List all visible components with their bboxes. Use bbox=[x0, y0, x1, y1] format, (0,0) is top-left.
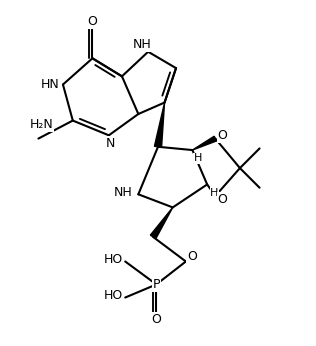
Text: NH: NH bbox=[114, 186, 133, 199]
Text: N: N bbox=[106, 137, 115, 150]
Text: O: O bbox=[218, 129, 228, 142]
Text: H: H bbox=[210, 188, 219, 198]
Text: HO: HO bbox=[104, 289, 123, 302]
Text: O: O bbox=[218, 193, 228, 206]
Text: H: H bbox=[194, 153, 203, 163]
Text: HN: HN bbox=[41, 78, 60, 91]
Text: O: O bbox=[187, 250, 197, 263]
Text: O: O bbox=[88, 15, 97, 28]
Polygon shape bbox=[192, 136, 216, 150]
Text: NH: NH bbox=[133, 38, 152, 51]
Text: H₂N: H₂N bbox=[30, 118, 53, 131]
Polygon shape bbox=[155, 102, 165, 147]
Polygon shape bbox=[150, 207, 173, 239]
Text: O: O bbox=[151, 313, 161, 326]
Text: HO: HO bbox=[104, 253, 123, 266]
Text: P: P bbox=[153, 278, 160, 291]
